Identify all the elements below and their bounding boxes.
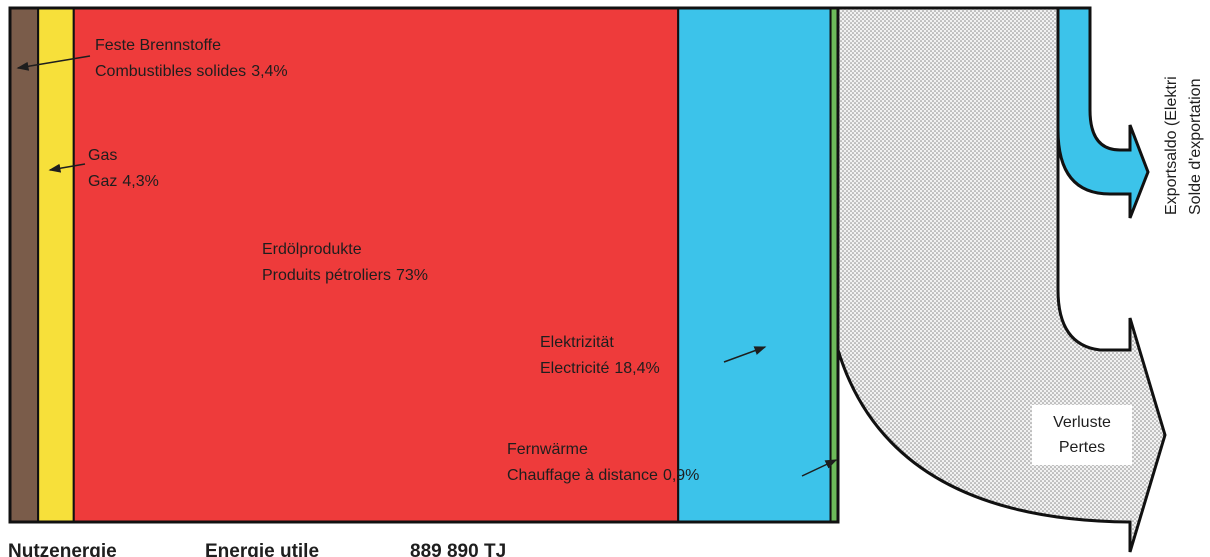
segment-value-label: 18,4% [614, 360, 659, 377]
export-label: Exportsaldo (Elektri [1163, 76, 1180, 215]
segment [37, 7, 75, 523]
energy-bar [8, 6, 840, 524]
export-flow [1056, 6, 1150, 219]
bar-frame [8, 6, 840, 524]
pointer [723, 346, 767, 363]
losses-label: Pertes [1059, 439, 1105, 456]
footer-fr: Energie utile [205, 541, 319, 557]
export-label: Solde d'exportation [1187, 79, 1204, 215]
segment-value-label: 3,4% [251, 63, 287, 80]
segment-name-fr: Produits pétroliers [262, 267, 391, 284]
segment-name-fr: Chauffage à distance [507, 467, 658, 484]
segment-name: Gas [88, 147, 117, 164]
segment [677, 7, 832, 523]
footer-total: 889 890 TJ [410, 541, 506, 557]
segment-name: Elektrizität [540, 334, 614, 351]
pointer [16, 55, 91, 71]
pointer [48, 163, 86, 173]
segment-name: Erdölprodukte [262, 241, 362, 258]
segment-value-label: 73% [396, 267, 428, 284]
segment-name: Feste Brennstoffe [95, 37, 221, 54]
segment [72, 7, 680, 523]
segment [9, 7, 40, 523]
losses-flow [836, 6, 1167, 553]
segment-name: Fernwärme [507, 441, 588, 458]
footer-de: Nutzenergie [8, 541, 117, 557]
segment-name-fr: Electricité [540, 360, 609, 377]
losses-box [1032, 405, 1132, 465]
segment-name-fr: Combustibles solides [95, 63, 246, 80]
segment-value-label: 0,9% [663, 467, 699, 484]
segment-name-fr: Gaz [88, 173, 117, 190]
losses-label: Verluste [1053, 414, 1111, 431]
segment-value-label: 4,3% [122, 173, 158, 190]
pointer [801, 459, 838, 477]
